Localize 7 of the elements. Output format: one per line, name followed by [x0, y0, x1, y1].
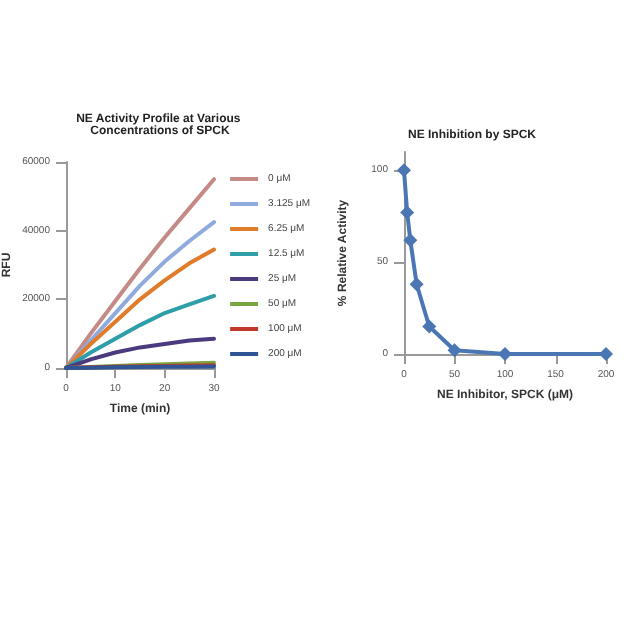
point [397, 163, 411, 178]
point [400, 205, 415, 220]
point [422, 319, 437, 334]
point [447, 343, 462, 358]
point [498, 347, 512, 361]
point [409, 277, 424, 292]
point [403, 233, 418, 248]
